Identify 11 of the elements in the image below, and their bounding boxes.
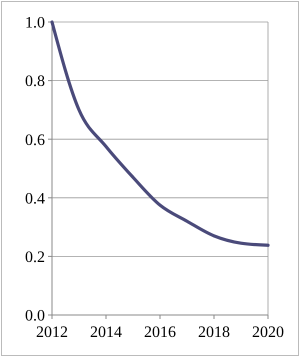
y-tick-label: 0.0 [25,308,45,325]
x-tick-label: 2012 [36,324,68,341]
x-tick-label: 2014 [90,324,122,341]
x-tick-label: 2018 [198,324,230,341]
y-tick-label: 0.2 [25,249,45,266]
y-tick-label: 0.8 [25,73,45,90]
x-tick-label: 2016 [144,324,176,341]
y-tick-label: 0.4 [25,190,45,208]
y-tick-label: 0.6 [25,132,45,149]
x-tick-label: 2020 [252,324,284,341]
y-tick-label: 1.0 [25,14,45,32]
